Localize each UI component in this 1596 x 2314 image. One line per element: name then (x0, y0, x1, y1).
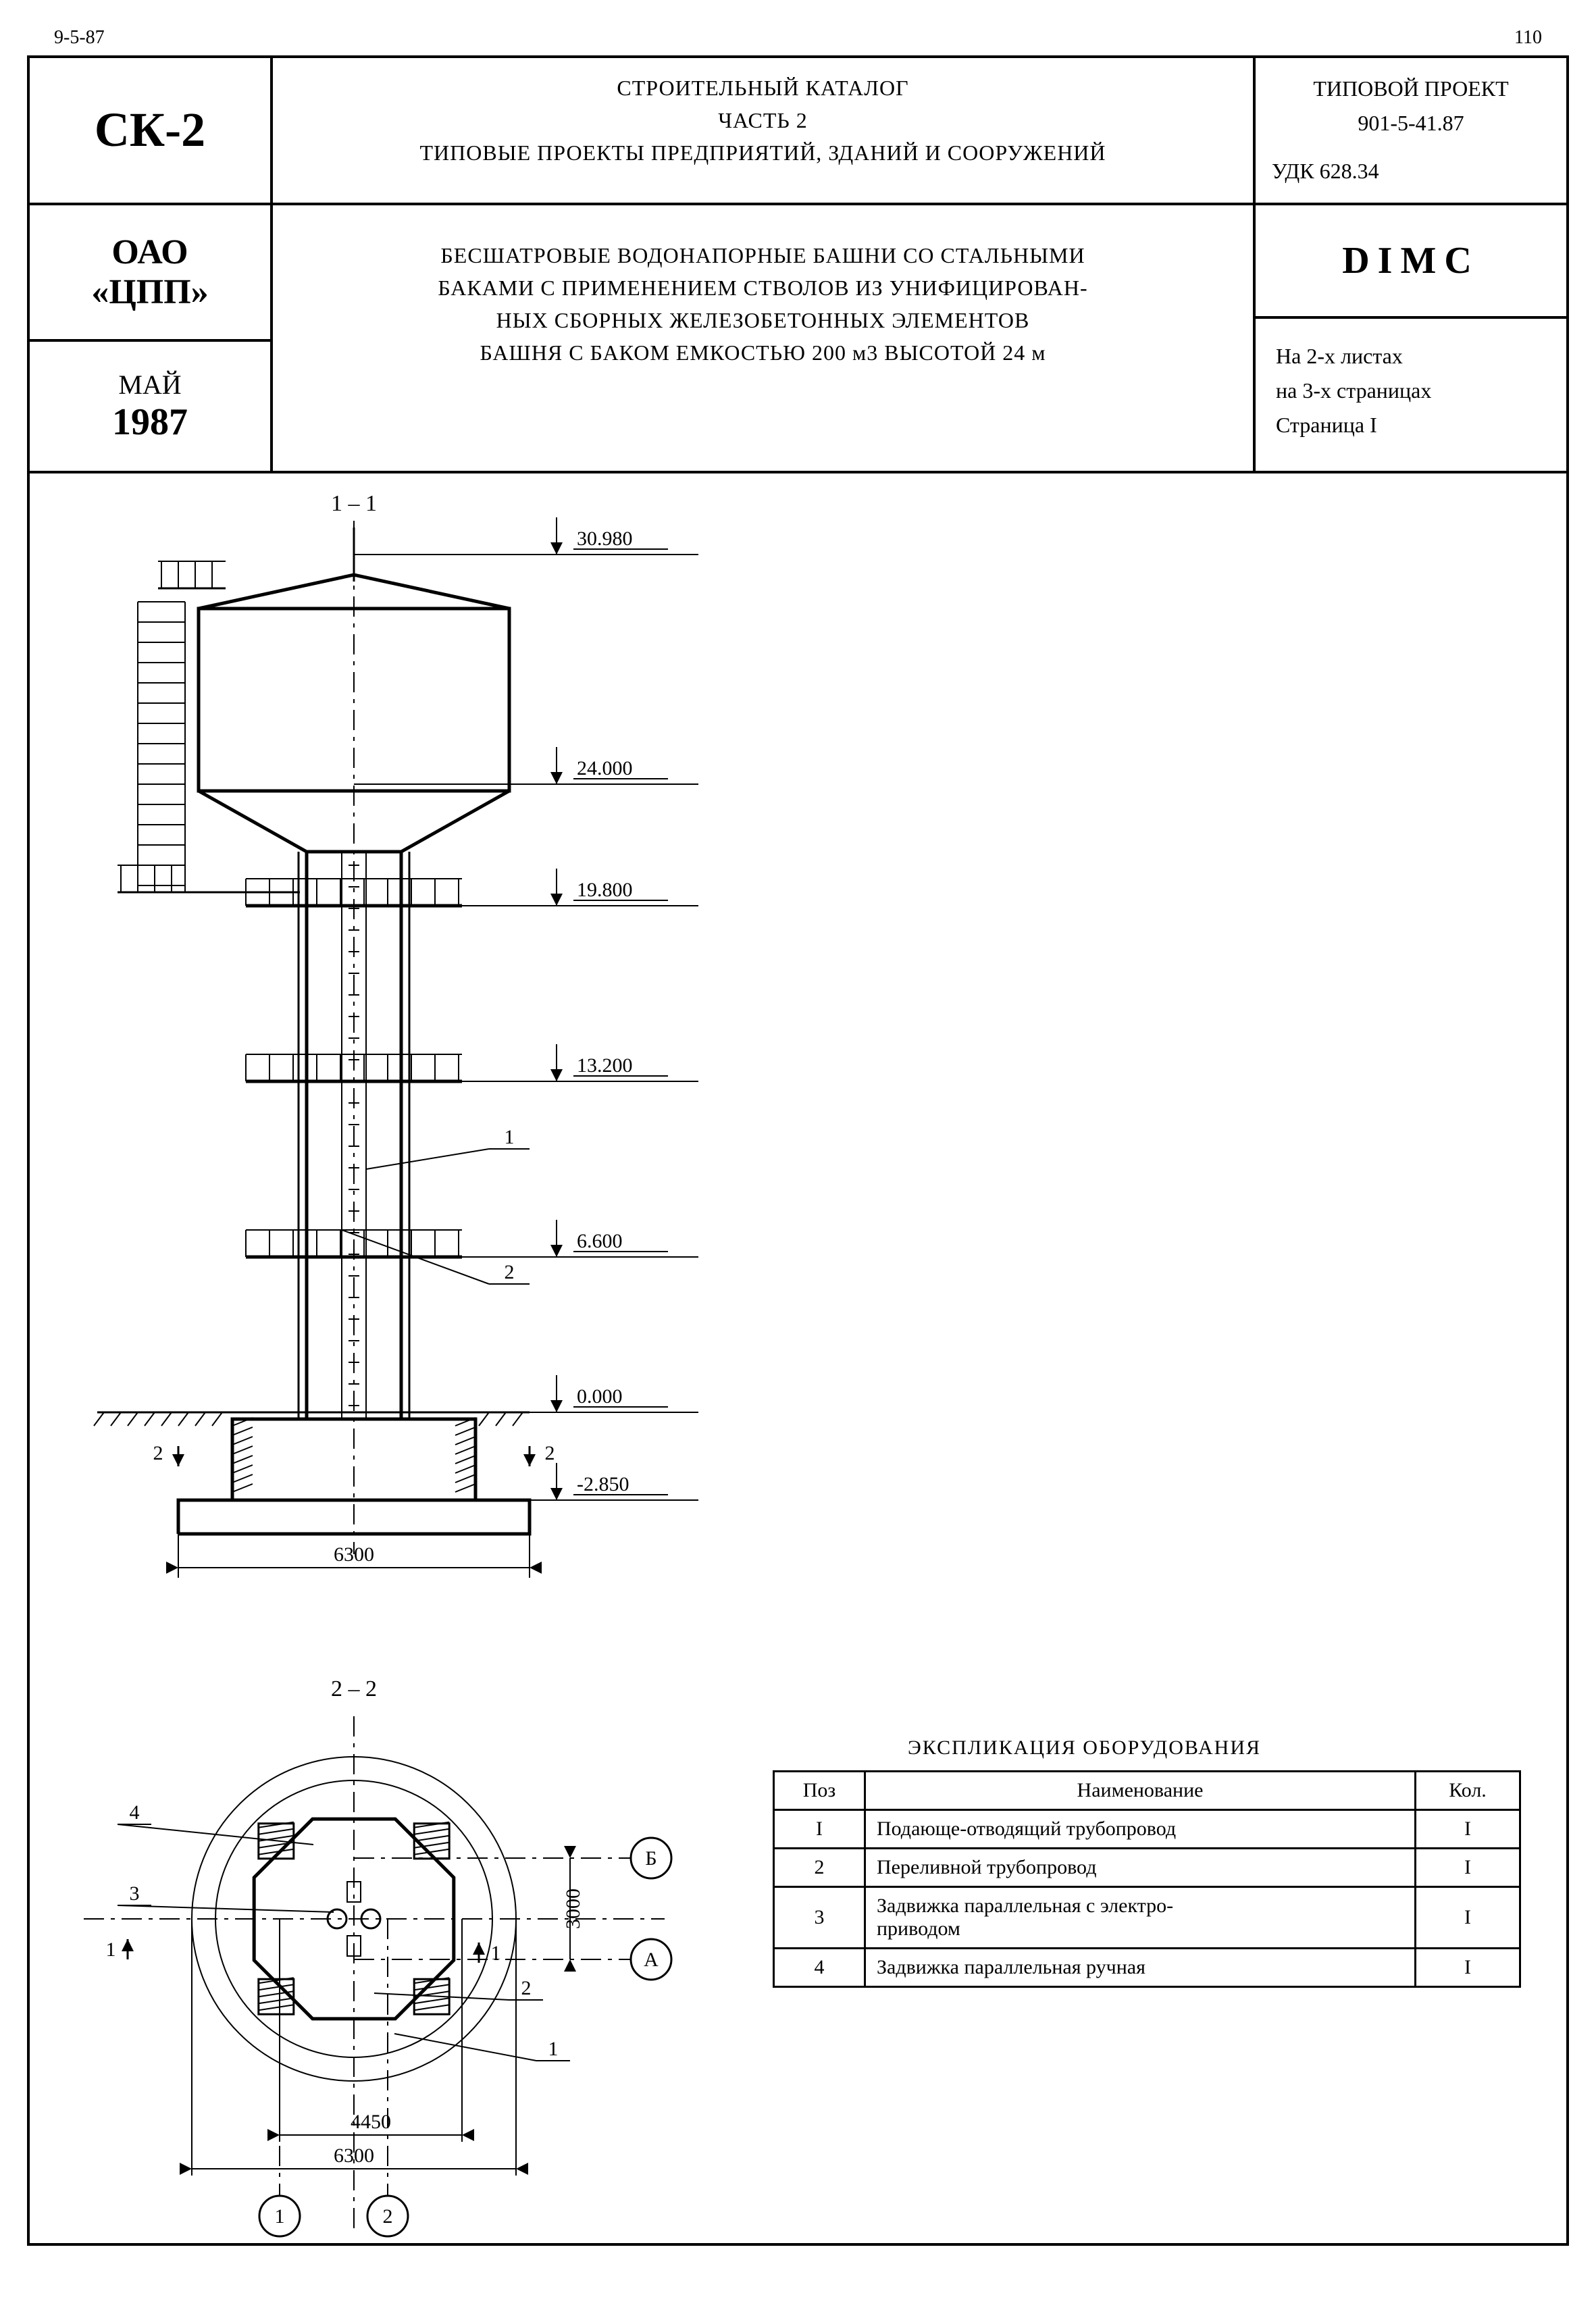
sk-code: СК-2 (30, 58, 273, 203)
svg-text:2: 2 (153, 1442, 163, 1464)
org-cell: ОАО «ЦПП» (30, 205, 270, 342)
sheet: 9-5-87 110 СК-2 СТРОИТЕЛЬНЫЙ КАТАЛОГ ЧАС… (27, 27, 1569, 2246)
left-column: ОАО «ЦПП» МАЙ 1987 (30, 205, 273, 471)
cell-name: Подающе-отводящий трубопровод (865, 1809, 1416, 1848)
dimc-code: DIMC (1256, 205, 1566, 319)
proj-label: ТИПОВОЙ ПРОЕКТ (1272, 72, 1550, 106)
svg-text:-2.850: -2.850 (577, 1473, 629, 1495)
top-meta: 9-5-87 110 (27, 27, 1569, 55)
sheets-line2: на 3-х страницах (1276, 374, 1546, 408)
catalog-title: СТРОИТЕЛЬНЫЙ КАТАЛОГ ЧАСТЬ 2 ТИПОВЫЕ ПРО… (273, 58, 1256, 203)
svg-text:30.980: 30.980 (577, 528, 633, 550)
header-row-1: СК-2 СТРОИТЕЛЬНЫЙ КАТАЛОГ ЧАСТЬ 2 ТИПОВЫ… (30, 58, 1566, 205)
drawing-area: 1 – 1 2 2 30.980 24.000 19.800 13.200 6.600 0.00… (30, 473, 1566, 2243)
desc-line3: НЫХ СБОРНЫХ ЖЕЛЕЗОБЕТОННЫХ ЭЛЕМЕНТОВ (300, 304, 1226, 336)
proj-no: 901-5-41.87 (1272, 106, 1550, 140)
svg-text:2: 2 (545, 1442, 555, 1464)
page-number: 110 (1514, 27, 1542, 49)
svg-text:1: 1 (106, 1938, 116, 1961)
date-cell: МАЙ 1987 (30, 342, 270, 471)
cell-pos: 4 (774, 1948, 865, 1986)
org-line2: «ЦПП» (36, 272, 263, 312)
svg-text:1: 1 (275, 2205, 285, 2228)
sheets-line3: Страница I (1276, 408, 1546, 442)
col-qty: Кол. (1416, 1771, 1520, 1809)
cell-pos: 2 (774, 1848, 865, 1886)
svg-text:2: 2 (521, 1977, 532, 1999)
svg-text:0.000: 0.000 (577, 1385, 623, 1408)
svg-text:4450: 4450 (351, 2111, 391, 2133)
desc-line4: БАШНЯ С БАКОМ ЕМКОСТЬЮ 200 м3 ВЫСОТОЙ 24… (300, 336, 1226, 369)
svg-text:2: 2 (505, 1261, 515, 1283)
udk: УДК 628.34 (1272, 154, 1550, 188)
svg-text:24.000: 24.000 (577, 757, 633, 779)
col-pos: Поз (774, 1771, 865, 1809)
table-row: 2Переливной трубопроводI (774, 1848, 1520, 1886)
doc-date: 9-5-87 (54, 27, 105, 49)
svg-text:6300: 6300 (334, 1543, 374, 1566)
svg-text:6.600: 6.600 (577, 1230, 623, 1252)
header-row-2: ОАО «ЦПП» МАЙ 1987 БЕСШАТРОВЫЕ ВОДОНАПОР… (30, 205, 1566, 473)
project-id-cell: ТИПОВОЙ ПРОЕКТ 901-5-41.87 УДК 628.34 (1256, 58, 1566, 203)
table-row: 3Задвижка параллельная с электро- привод… (774, 1886, 1520, 1948)
cell-name: Переливной трубопровод (865, 1848, 1416, 1886)
cell-qty: I (1416, 1948, 1520, 1986)
svg-text:13.200: 13.200 (577, 1054, 633, 1077)
svg-text:3: 3 (130, 1882, 140, 1905)
month: МАЙ (36, 369, 263, 401)
svg-text:6300: 6300 (334, 2144, 374, 2167)
cell-qty: I (1416, 1848, 1520, 1886)
sheets-line1: На 2-х листах (1276, 339, 1546, 374)
desc-line1: БЕСШАТРОВЫЕ ВОДОНАПОРНЫЕ БАШНИ СО СТАЛЬН… (300, 239, 1226, 272)
right-column: DIMC На 2-х листах на 3-х страницах Стра… (1256, 205, 1566, 471)
catalog-line3: ТИПОВЫЕ ПРОЕКТЫ ПРЕДПРИЯТИЙ, ЗДАНИЙ И СО… (289, 136, 1237, 169)
frame: СК-2 СТРОИТЕЛЬНЫЙ КАТАЛОГ ЧАСТЬ 2 ТИПОВЫ… (27, 55, 1569, 2246)
svg-text:1: 1 (548, 2038, 559, 2060)
svg-text:3000: 3000 (562, 1888, 584, 1929)
cell-pos: 3 (774, 1886, 865, 1948)
description-cell: БЕСШАТРОВЫЕ ВОДОНАПОРНЫЕ БАШНИ СО СТАЛЬН… (273, 205, 1256, 471)
year: 1987 (36, 401, 263, 444)
svg-text:1: 1 (491, 1942, 501, 1964)
cell-qty: I (1416, 1809, 1520, 1848)
pages-cell: На 2-х листах на 3-х страницах Страница … (1256, 319, 1566, 463)
svg-text:1 – 1: 1 – 1 (331, 491, 377, 516)
svg-text:19.800: 19.800 (577, 879, 633, 901)
cell-pos: I (774, 1809, 865, 1848)
cell-name: Задвижка параллельная ручная (865, 1948, 1416, 1986)
desc-line2: БАКАМИ С ПРИМЕНЕНИЕМ СТВОЛОВ ИЗ УНИФИЦИР… (300, 272, 1226, 304)
catalog-line2: ЧАСТЬ 2 (289, 104, 1237, 136)
equipment-title: ЭКСПЛИКАЦИЯ ОБОРУДОВАНИЯ (908, 1737, 1261, 1759)
cell-qty: I (1416, 1886, 1520, 1948)
col-name: Наименование (865, 1771, 1416, 1809)
catalog-line1: СТРОИТЕЛЬНЫЙ КАТАЛОГ (289, 72, 1237, 104)
svg-text:4: 4 (130, 1801, 140, 1824)
equipment-table: Поз Наименование Кол. IПодающе-отводящий… (773, 1770, 1521, 1988)
org-line1: ОАО (36, 232, 263, 272)
svg-text:Б: Б (645, 1847, 657, 1870)
svg-text:А: А (644, 1949, 659, 1971)
table-row: IПодающе-отводящий трубопроводI (774, 1809, 1520, 1848)
table-row: 4Задвижка параллельная ручнаяI (774, 1948, 1520, 1986)
table-header-row: Поз Наименование Кол. (774, 1771, 1520, 1809)
svg-text:1: 1 (505, 1126, 515, 1148)
svg-text:2 – 2: 2 – 2 (331, 1676, 377, 1701)
svg-text:2: 2 (383, 2205, 393, 2228)
cell-name: Задвижка параллельная с электро- приводо… (865, 1886, 1416, 1948)
